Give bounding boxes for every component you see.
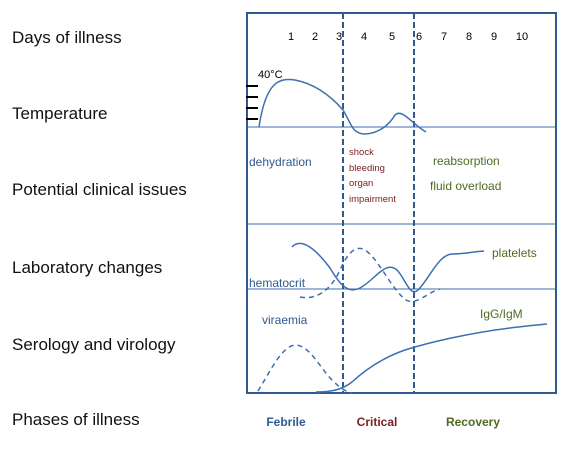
clinical-critical-issue: organ (349, 178, 373, 189)
day-label: 3 (336, 31, 342, 43)
antibody-curve (315, 323, 548, 393)
row-label-serology: Serology and virology (12, 335, 176, 354)
clinical-fluid-overload: fluid overload (430, 179, 501, 193)
row-label-laboratory: Laboratory changes (12, 258, 163, 277)
antibody-label: IgG/IgM (480, 307, 523, 321)
day-label: 10 (516, 31, 528, 43)
platelets-label: platelets (492, 246, 537, 260)
clinical-critical-issue: impairment (349, 194, 396, 205)
day-label: 4 (361, 31, 367, 43)
clinical-reabsorption: reabsorption (433, 154, 500, 168)
hematocrit-label: hematocrit (249, 276, 306, 290)
phase-critical: Critical (357, 415, 398, 429)
viraemia-label: viraemia (262, 313, 308, 327)
hematocrit-curve (299, 247, 441, 303)
day-label: 9 (491, 31, 497, 43)
day-label: 5 (389, 31, 395, 43)
row-label-days: Days of illness (12, 28, 122, 47)
row-label-phases: Phases of illness (12, 410, 140, 429)
phase-febrile: Febrile (266, 415, 306, 429)
clinical-dehydration: dehydration (249, 155, 312, 169)
temperature-scale (246, 85, 258, 120)
diagram-frame (246, 12, 557, 394)
clinical-critical-issue: bleeding (349, 163, 385, 174)
day-label: 2 (312, 31, 318, 43)
temperature-peak-label: 40°C (258, 69, 283, 81)
phase-recovery: Recovery (446, 415, 500, 429)
day-label: 7 (441, 31, 447, 43)
platelets-curve (291, 242, 485, 293)
day-label: 1 (288, 31, 294, 43)
day-label: 6 (416, 31, 422, 43)
row-label-clinical: Potential clinical issues (12, 180, 187, 199)
viraemia-curve (257, 344, 353, 394)
temperature-curve (258, 78, 427, 135)
clinical-critical-issue: shock (349, 147, 374, 158)
day-label: 8 (466, 31, 472, 43)
row-label-temperature: Temperature (12, 104, 108, 123)
